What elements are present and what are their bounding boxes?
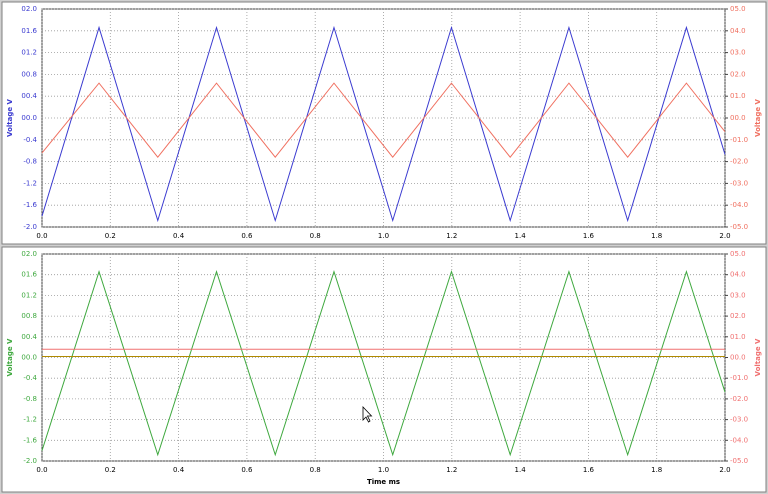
y2-tick-label: 05.0 [730,5,746,13]
y2-axis-title: Voltage V [754,98,762,137]
y2-tick-label: -03.0 [730,416,748,424]
y-tick-label: 00.0 [21,114,37,122]
y2-tick-label: 01.0 [730,333,746,341]
y2-tick-label: 03.0 [730,291,746,299]
x-tick-label: 1.6 [583,466,595,474]
x-tick-label: 1.8 [651,466,662,474]
y-tick-label: 02.0 [21,5,37,13]
x-tick-label: 0.2 [105,466,116,474]
y-tick-label: 00.0 [21,354,37,362]
x-tick-label: 1.4 [515,232,527,240]
y-tick-label: 00.4 [21,333,37,341]
y-tick-label: 01.6 [21,27,37,35]
y2-tick-label: -03.0 [730,179,748,187]
x-tick-label: 0.6 [241,466,253,474]
series-line [41,269,726,457]
x-tick-label: 1.0 [378,232,389,240]
y-tick-label: -0.4 [23,136,37,144]
x-tick-label: 0.6 [241,232,253,240]
x-tick-label: 2.0 [719,232,730,240]
x-tick-label: 1.2 [446,232,457,240]
x-axis-title: Time ms [367,478,400,486]
y2-tick-label: 05.0 [730,250,746,258]
y2-tick-label: -01.0 [730,136,748,144]
x-tick-label: 1.6 [583,232,595,240]
y-tick-label: -0.8 [23,395,37,403]
y-tick-label: -2.0 [23,457,37,465]
series-line [41,25,726,223]
y-tick-label: 01.2 [21,291,37,299]
y-tick-label: 00.4 [21,92,37,100]
x-tick-label: 0.8 [310,466,321,474]
x-tick-label: 0.4 [173,232,185,240]
x-tick-label: 0.0 [36,232,47,240]
y-tick-label: 00.8 [21,312,37,320]
y2-tick-label: 00.0 [730,114,746,122]
y2-tick-label: -05.0 [730,457,748,465]
y-axis-title: Voltage V [6,338,14,377]
x-tick-label: 1.4 [515,466,527,474]
x-tick-label: 1.8 [651,232,662,240]
y-tick-label: -1.2 [23,179,37,187]
y-tick-label: -1.6 [23,436,37,444]
y-tick-label: 02.0 [21,250,37,258]
mouse-cursor [362,405,373,423]
y-axis-title: Voltage V [6,98,14,137]
x-tick-label: 0.8 [310,232,321,240]
y2-tick-label: -04.0 [730,436,748,444]
y-tick-label: -1.6 [23,201,37,209]
y2-tick-label: -05.0 [730,223,748,231]
series-line [41,82,726,159]
y2-tick-label: 04.0 [730,27,746,35]
y2-tick-label: -04.0 [730,201,748,209]
y2-tick-label: -02.0 [730,395,748,403]
x-tick-label: 1.0 [378,466,389,474]
y2-tick-label: 00.0 [730,354,746,362]
y2-axis-title: Voltage V [754,338,762,377]
y2-tick-label: -01.0 [730,374,748,382]
y-tick-label: -1.2 [23,416,37,424]
y2-tick-label: 02.0 [730,312,746,320]
x-tick-label: 0.2 [105,232,116,240]
y-tick-label: 01.2 [21,49,37,57]
y2-tick-label: 01.0 [730,92,746,100]
y2-tick-label: 02.0 [730,70,746,78]
x-tick-label: 1.2 [446,466,457,474]
y2-tick-label: -02.0 [730,158,748,166]
y-tick-label: 01.6 [21,271,37,279]
y-tick-label: -0.8 [23,158,37,166]
x-tick-label: 2.0 [719,466,730,474]
x-tick-label: 0.0 [36,466,47,474]
y2-tick-label: 04.0 [730,271,746,279]
y-tick-label: -0.4 [23,374,37,382]
y-tick-label: 00.8 [21,70,37,78]
y2-tick-label: 03.0 [730,49,746,57]
y-tick-label: -2.0 [23,223,37,231]
x-tick-label: 0.4 [173,466,185,474]
